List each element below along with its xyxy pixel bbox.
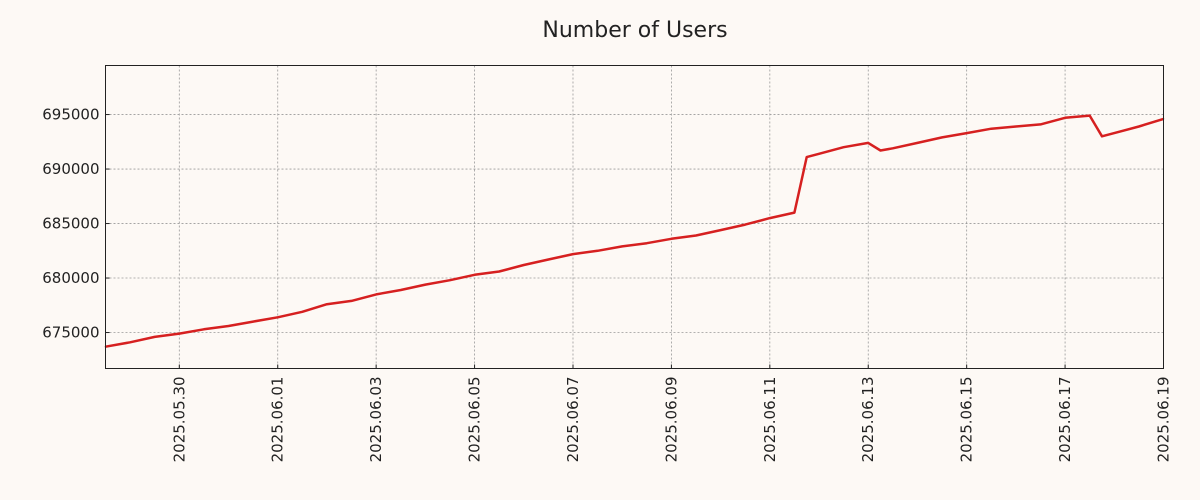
users-data-point — [129, 341, 131, 344]
users-data-point — [621, 245, 623, 248]
users-data-point — [227, 325, 230, 327]
users-data-point — [522, 264, 525, 266]
users-data-point — [867, 142, 870, 144]
x-tick-label: 2025.06.09 — [662, 377, 680, 463]
x-tick-label: 2025.05.30 — [170, 377, 188, 463]
users-data-point — [1113, 132, 1116, 134]
y-tick-label: 695000 — [42, 106, 99, 124]
x-tick-label: 2025.06.19 — [1155, 377, 1173, 463]
line-layer — [104, 114, 1165, 348]
y-tick-label: 680000 — [42, 269, 99, 287]
users-data-point — [805, 156, 808, 158]
users-data-point — [990, 127, 993, 130]
users-data-point — [547, 258, 550, 261]
users-data-point — [916, 142, 919, 144]
users-data-point — [646, 242, 648, 244]
users-data-point — [879, 149, 882, 152]
x-tick-label: 2025.06.17 — [1056, 377, 1074, 463]
x-tick-label: 2025.06.15 — [958, 377, 976, 463]
x-tick-label: 2025.06.01 — [269, 377, 287, 463]
x-tick-label: 2025.06.07 — [564, 377, 582, 463]
users-data-point — [695, 234, 697, 237]
y-tick-label: 675000 — [42, 324, 99, 342]
plot-frame — [105, 65, 1164, 369]
grid-layer — [105, 65, 1164, 369]
users-data-point — [375, 293, 377, 296]
users-data-point — [1015, 125, 1017, 128]
users-data-point — [153, 336, 156, 338]
y-axis-ticks: 675000 680000 685000 690000 695000 — [42, 106, 110, 342]
users-data-point — [670, 237, 673, 240]
users-series-line — [105, 114, 1164, 348]
users-data-point — [818, 152, 820, 155]
y-tick-label: 685000 — [42, 215, 99, 233]
users-data-point — [1039, 123, 1042, 126]
users-data-point — [301, 311, 304, 313]
users-data-point — [424, 283, 427, 286]
users-data-point — [941, 136, 943, 139]
users-data-point — [965, 132, 968, 134]
users-data-point — [769, 217, 771, 219]
users-data-point — [596, 249, 599, 252]
x-tick-label: 2025.06.05 — [466, 377, 484, 463]
users-data-point — [449, 279, 451, 282]
users-data-point — [203, 328, 205, 331]
users-data-point — [473, 273, 476, 276]
y-tick-label: 690000 — [42, 160, 99, 178]
users-data-point — [892, 147, 894, 150]
x-axis-ticks: 2025.05.30 2025.06.01 2025.06.03 2025.06.05… — [170, 364, 1173, 463]
users-data-point — [1064, 117, 1066, 119]
users-data-point — [842, 146, 845, 149]
users-data-point — [793, 211, 796, 214]
x-tick-label: 2025.06.11 — [761, 377, 779, 463]
users-data-point — [1101, 135, 1103, 138]
x-tick-label: 2025.06.03 — [367, 377, 385, 463]
users-data-point — [572, 253, 574, 255]
users-data-point — [1088, 114, 1091, 117]
users-data-point — [350, 300, 353, 302]
users-data-point — [276, 316, 279, 319]
users-data-point — [744, 223, 747, 226]
users-data-point — [178, 332, 181, 335]
users-data-point — [719, 229, 722, 231]
chart-title: Number of Users — [542, 18, 727, 43]
users-data-point — [498, 270, 500, 273]
users-data-point — [399, 289, 402, 291]
users-data-point — [1138, 125, 1140, 128]
users-data-point — [326, 303, 328, 305]
users-data-point — [252, 320, 254, 323]
x-tick-label: 2025.06.13 — [859, 377, 877, 463]
